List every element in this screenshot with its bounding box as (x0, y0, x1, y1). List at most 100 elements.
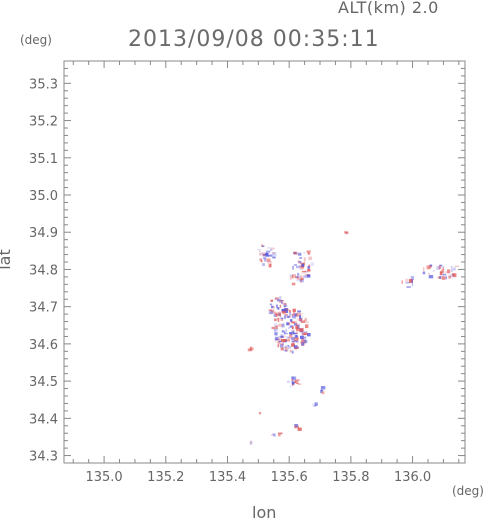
echo-point (267, 260, 269, 262)
echo-point (312, 403, 314, 407)
echo-point (291, 282, 296, 286)
echo-point (294, 323, 298, 325)
echo-point (297, 341, 299, 346)
echo-point (289, 312, 292, 316)
echo-point (281, 308, 286, 312)
echo-point (280, 335, 284, 338)
echo-point (292, 308, 296, 313)
echo-point (301, 271, 306, 274)
echo-point (293, 264, 297, 266)
echo-point (270, 247, 275, 250)
echo-point (261, 245, 265, 248)
echo-point (302, 270, 307, 273)
echo-point (262, 256, 267, 260)
echo-point (301, 320, 306, 323)
echo-point (283, 306, 285, 308)
echo-point (301, 338, 305, 341)
echo-point (406, 286, 411, 289)
echo-point (257, 249, 261, 251)
y-axis-unit: (deg) (20, 33, 52, 47)
echo-point (298, 276, 302, 279)
echo-point (289, 276, 292, 280)
echo-point (293, 331, 295, 335)
echo-point (268, 309, 272, 311)
echo-point (291, 378, 294, 381)
echo-point (411, 279, 413, 283)
echo-point (275, 313, 278, 317)
echo-point (286, 336, 290, 339)
echo-point (289, 320, 292, 323)
echo-point (284, 349, 288, 353)
echo-point (264, 254, 268, 256)
echo-point (295, 328, 300, 332)
echo-point (300, 262, 305, 265)
echo-point (282, 342, 284, 346)
echo-point (284, 347, 286, 349)
x-tick-label: 135.0 (85, 470, 122, 485)
echo-point (274, 312, 279, 315)
echo-point (258, 411, 261, 415)
echo-point (445, 276, 447, 280)
echo-point (273, 329, 276, 332)
echo-point (271, 305, 274, 309)
echo-point (296, 312, 301, 317)
echo-point (454, 265, 460, 267)
echo-point (279, 343, 284, 348)
y-tick-label: 34.6 (29, 338, 58, 353)
echo-point (282, 310, 287, 314)
echo-point (296, 279, 301, 282)
echo-point (410, 276, 415, 281)
echo-point (250, 441, 252, 444)
echo-point (300, 277, 304, 280)
echo-point (451, 273, 455, 276)
echo-point (278, 340, 282, 343)
echo-point (280, 319, 284, 321)
echo-point (295, 323, 300, 326)
echo-point (259, 411, 262, 415)
echo-point (300, 335, 304, 340)
echo-point (441, 274, 444, 276)
echo-point (259, 258, 262, 262)
echo-point (283, 349, 288, 351)
echo-point (300, 279, 302, 283)
echo-point (343, 231, 348, 234)
x-tick-label: 135.2 (147, 470, 184, 485)
echo-point (285, 314, 288, 316)
echo-point (408, 279, 414, 283)
echo-point (440, 265, 445, 269)
echo-point (295, 276, 299, 278)
echo-point (450, 268, 453, 272)
echo-point (281, 300, 283, 304)
echo-point (293, 323, 298, 326)
echo-point (271, 326, 275, 330)
echo-point (284, 311, 287, 316)
echo-point (289, 334, 293, 337)
echo-point (428, 272, 430, 275)
echo-point (282, 321, 284, 326)
echo-point (291, 376, 295, 380)
echo-point (272, 256, 276, 259)
x-tick-label: 135.6 (271, 470, 308, 485)
echo-point (284, 347, 289, 352)
echo-point (300, 340, 306, 344)
echo-point (280, 334, 284, 337)
y-tick-label: 34.3 (29, 450, 58, 465)
echo-point (304, 258, 306, 262)
echo-point (303, 330, 308, 334)
echo-point (278, 434, 281, 437)
echo-point (278, 301, 283, 303)
echo-point (277, 341, 281, 344)
echo-point (297, 425, 299, 429)
echo-point (291, 380, 294, 382)
echo-point (274, 311, 277, 315)
echo-point (453, 267, 456, 271)
echo-point (428, 275, 434, 279)
echo-point (293, 345, 298, 349)
echo-point (314, 402, 318, 406)
echo-point (322, 389, 324, 392)
echo-point (266, 247, 271, 249)
echo-point (306, 250, 311, 253)
echo-point (294, 336, 297, 339)
echo-point (293, 312, 295, 316)
